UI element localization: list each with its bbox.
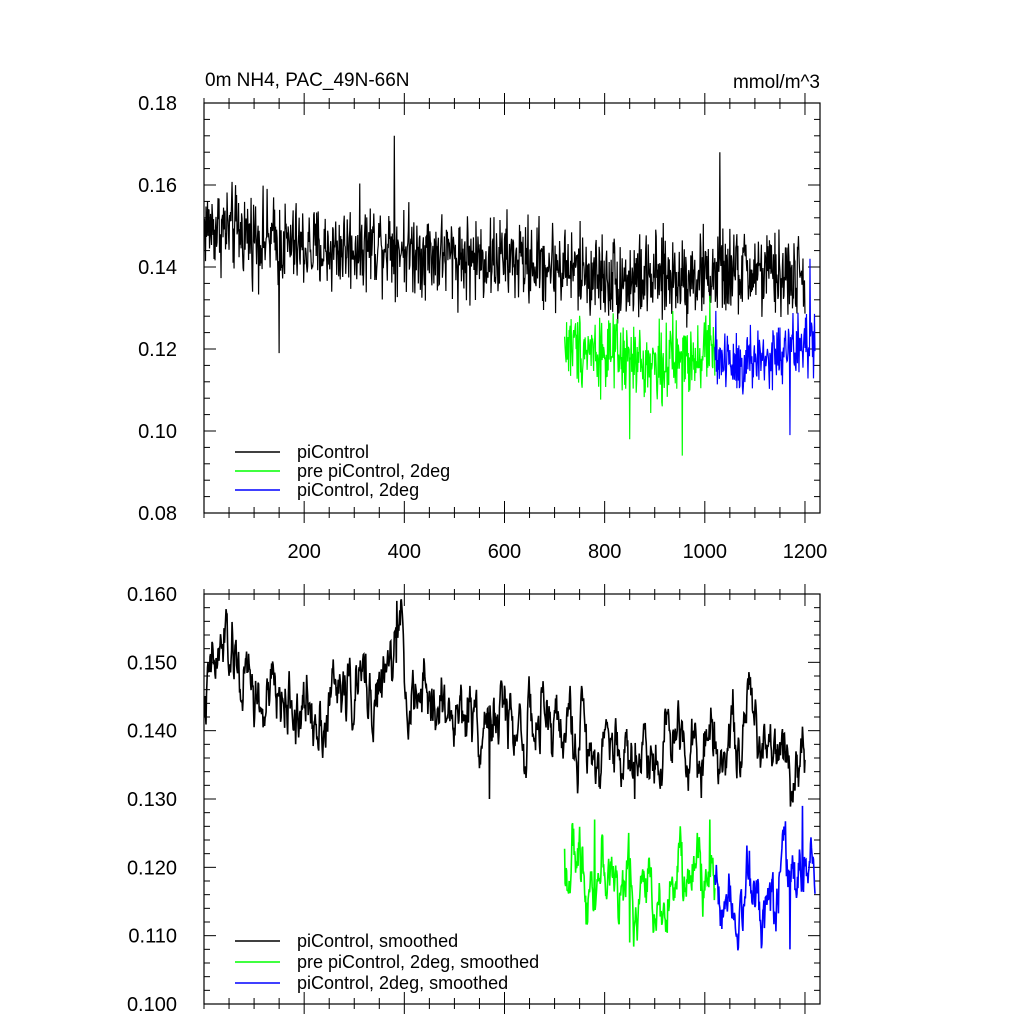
y-tick-label: 0.12 (138, 339, 177, 361)
y-tick-label: 0.140 (127, 721, 177, 743)
y-tick-label: 0.08 (138, 503, 177, 525)
y-tick-label: 0.150 (127, 652, 177, 674)
y-tick-label: 0.120 (127, 857, 177, 879)
y-tick-label: 0.100 (127, 994, 177, 1016)
series-line-picontrol (204, 135, 806, 354)
legend-label: pre piControl, 2deg (297, 461, 450, 481)
y-tick-label: 0.130 (127, 789, 177, 811)
top-panel: 0.08 0.10 0.12 0.14 0.16 0.18 200 400 600 800 1000… (138, 93, 827, 563)
x-tick-label: 1200 (783, 541, 828, 563)
legend-label: piControl (297, 442, 369, 462)
legend-label: piControl, 2deg (297, 480, 419, 500)
x-tick-label: 200 (287, 541, 320, 563)
series-line-picontrol-2deg-smoothed (714, 805, 816, 951)
x-tick-label: 400 (388, 541, 421, 563)
x-tick-label: 600 (488, 541, 521, 563)
y-tick-label: 0.18 (138, 93, 177, 115)
series-line-picontrol-smoothed (204, 598, 806, 807)
y-tick-label: 0.16 (138, 175, 177, 197)
plot-frame (203, 102, 821, 514)
units-label: mmol/m^3 (733, 72, 820, 93)
series-line-picontrol-2deg (714, 258, 816, 436)
legend-label: pre piControl, 2deg, smoothed (297, 952, 539, 972)
y-tick-label: 0.10 (138, 421, 177, 443)
legend-label: piControl, 2deg, smoothed (297, 973, 508, 993)
series-line-pre-picontrol-2deg (563, 295, 716, 456)
y-tick-label: 0.160 (127, 584, 177, 606)
chart-title: 0m NH4, PAC_49N-66N (205, 70, 410, 91)
series-line-pre-picontrol-2deg-smoothed (563, 819, 716, 947)
x-tick-label: 800 (588, 541, 621, 563)
x-tick-label: 1000 (683, 541, 728, 563)
y-tick-label: 0.110 (128, 926, 177, 948)
bottom-panel: 0.100 0.110 0.120 0.130 0.140 0.150 0.160 piCon… (127, 584, 821, 1016)
y-tick-label: 0.14 (138, 257, 177, 279)
legend-label: piControl, smoothed (297, 931, 458, 951)
